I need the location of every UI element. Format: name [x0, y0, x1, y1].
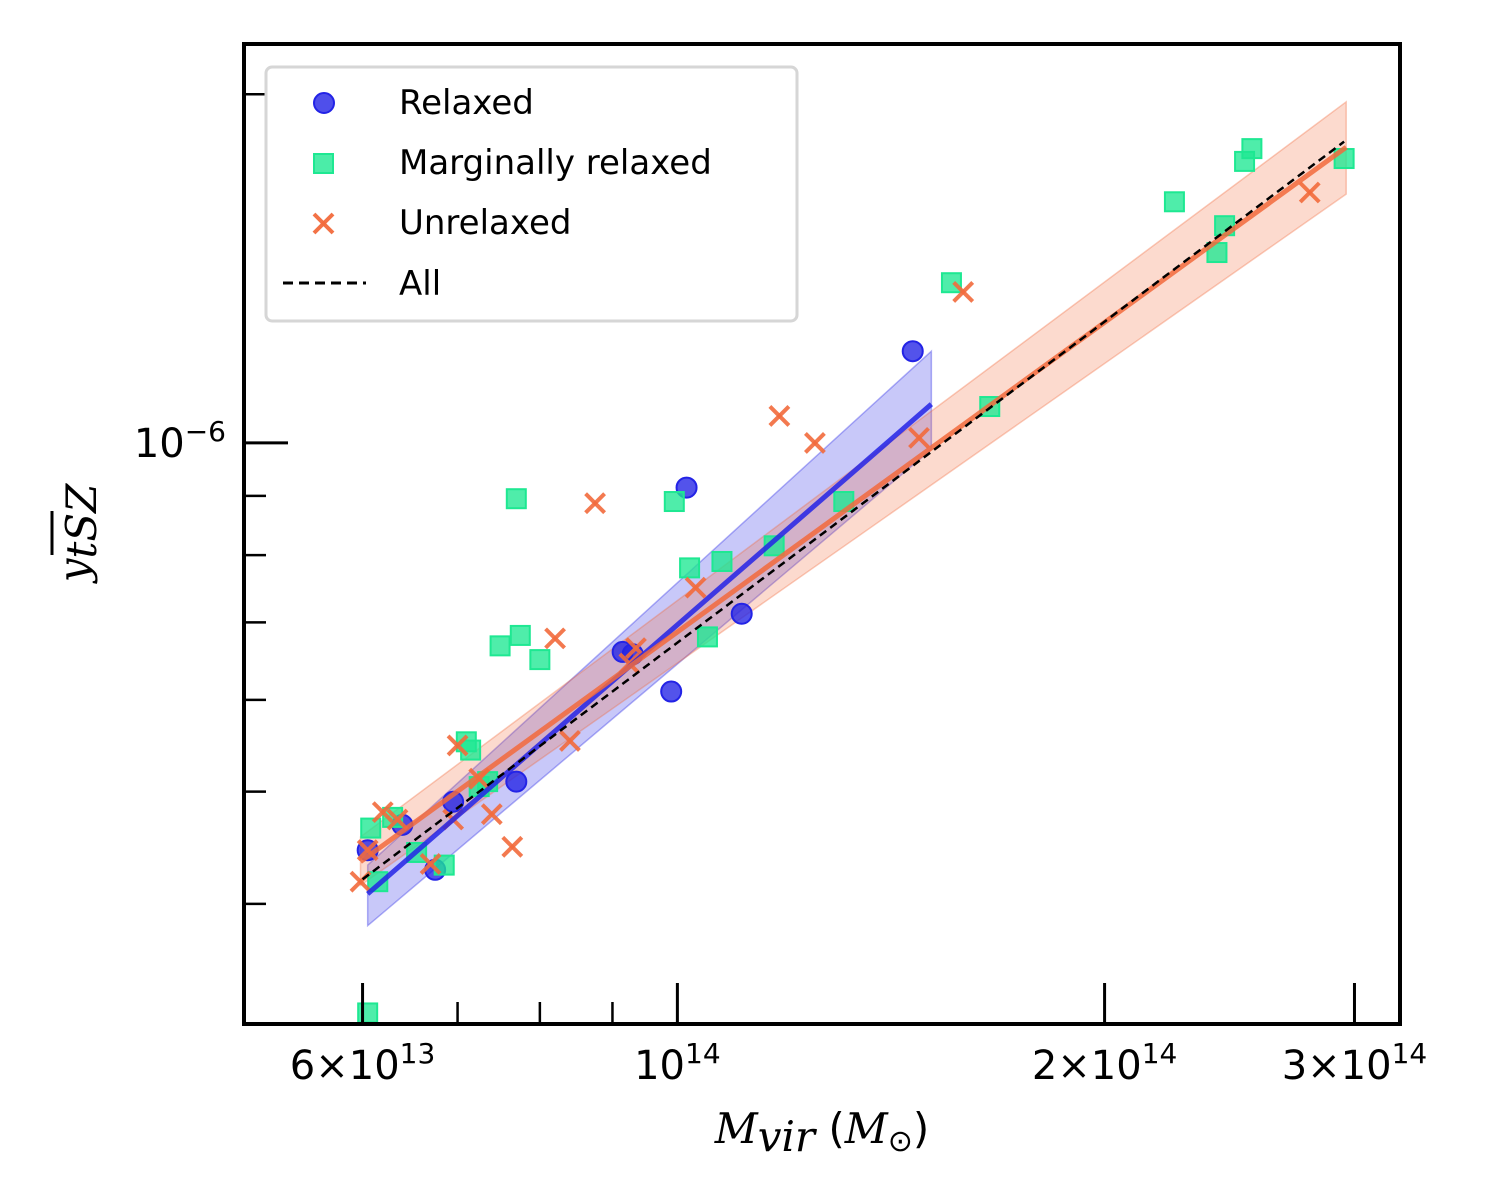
unrelaxed-point — [544, 627, 566, 650]
unrelaxed-point — [768, 405, 791, 427]
marginally-relaxed-point — [360, 817, 382, 839]
legend-label-marginally-relaxed: Marginally relaxed — [399, 143, 712, 183]
y-tick-label: 10−6 — [134, 415, 226, 467]
marginally-relaxed-point — [489, 635, 511, 657]
unrelaxed-point — [1298, 181, 1321, 204]
unrelaxed-point — [480, 803, 503, 826]
y-axis-label: ytSZ — [49, 483, 106, 584]
x-tick-label: 3×1014 — [1282, 1037, 1428, 1089]
unrelaxed-point — [356, 839, 379, 862]
unrelaxed-point — [952, 281, 975, 303]
svg-text:ytSZ: ytSZ — [49, 483, 106, 584]
marginally-relaxed-point — [1241, 138, 1263, 160]
unrelaxed-point — [371, 801, 394, 824]
marginally-relaxed-point — [711, 550, 733, 572]
unrelaxed-point — [559, 729, 581, 752]
unrelaxed-fit-line — [359, 145, 1348, 864]
unrelaxed-point — [684, 576, 707, 599]
unrelaxed-point — [908, 426, 930, 449]
legend-marker-marginally-relaxed — [313, 153, 334, 174]
x-tick-label: 6×1013 — [290, 1037, 436, 1089]
relaxed-point — [505, 770, 528, 793]
marginally-relaxed-point — [529, 649, 551, 671]
relaxed-fit-line — [366, 402, 934, 896]
legend-marker-relaxed — [313, 92, 335, 114]
unrelaxed-point — [419, 853, 442, 875]
marginally-relaxed-point — [509, 624, 531, 646]
marginally-relaxed-point — [357, 1002, 379, 1024]
legend: Relaxed Marginally relaxed Unrelaxed All — [264, 65, 799, 323]
legend-label-unrelaxed: Unrelaxed — [399, 203, 571, 243]
legend-label-all: All — [399, 264, 441, 304]
marginally-relaxed-point — [1163, 191, 1185, 213]
unrelaxed-point — [386, 808, 409, 831]
x-tick-label: 1014 — [634, 1037, 721, 1089]
marginally-relaxed-point — [505, 488, 527, 510]
legend-frame — [264, 65, 799, 323]
all-line — [361, 140, 1345, 881]
marginally-relaxed-point — [696, 626, 718, 648]
legend-marker-unrelaxed — [312, 212, 335, 235]
unrelaxed-point — [584, 492, 607, 515]
marginally-relaxed-point — [433, 854, 455, 876]
unrelaxed-point — [803, 431, 826, 454]
relaxed-point — [901, 340, 924, 363]
legend-label-relaxed: Relaxed — [399, 83, 534, 123]
plot-area-frame — [242, 42, 1402, 1026]
relaxed-point — [730, 602, 753, 625]
x-axis-label: Mvir (M⊙) — [714, 1104, 930, 1161]
unrelaxed-point — [446, 734, 469, 757]
marginally-relaxed-point — [679, 557, 701, 579]
relaxed-point — [660, 680, 683, 703]
x-tick-label: 2×1014 — [1032, 1037, 1178, 1089]
marginally-relaxed-point — [663, 491, 685, 513]
unrelaxed-point — [501, 835, 524, 858]
